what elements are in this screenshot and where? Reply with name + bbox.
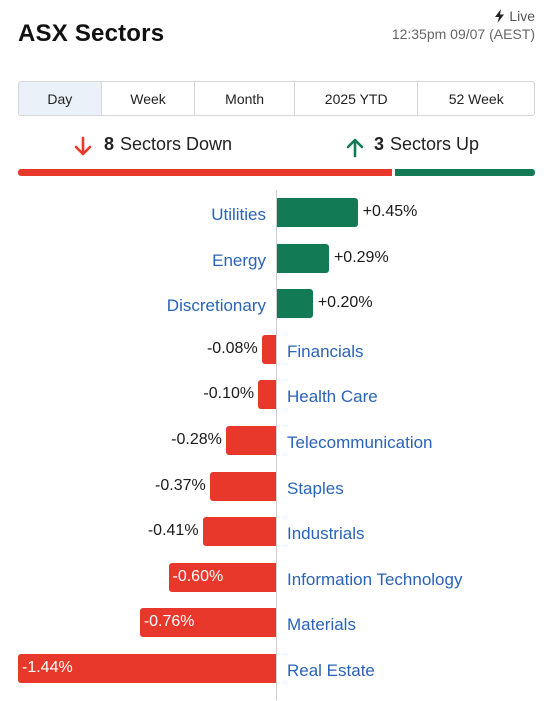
value-label: -0.37% — [155, 476, 206, 494]
timestamp: 12:35pm 09/07 (AEST) — [391, 26, 535, 42]
page-title: ASX Sectors — [18, 20, 165, 47]
value-label: +0.29% — [333, 248, 389, 266]
sectors-down-count: 8 — [104, 134, 115, 154]
bar-industrials[interactable] — [202, 517, 276, 547]
bar-utilities[interactable] — [277, 198, 358, 227]
sectors-down-summary: 8 Sectors Down — [104, 134, 232, 155]
bar-materials[interactable] — [139, 608, 276, 638]
sectors-up-count: 3 — [373, 134, 384, 154]
sector-label[interactable]: Energy — [212, 250, 266, 270]
value-label: -0.10% — [203, 385, 255, 403]
tab-month[interactable]: Month — [195, 82, 295, 115]
value-label: -1.44% — [22, 659, 73, 676]
sectors-up-text: Sectors Up — [389, 134, 479, 154]
sector-bar-chart: +0.45% Utilities +0.29% Energy +0.20% Discret… — [0, 190, 556, 701]
value-label: -0.76% — [143, 613, 195, 631]
sector-summary: 8 Sectors Down 3 Sectors Up — [18, 134, 535, 164]
bar-staples[interactable] — [209, 471, 276, 501]
bar-information-technology[interactable] — [168, 562, 276, 592]
arrow-down-icon — [74, 136, 92, 156]
zero-axis-line — [276, 190, 277, 700]
sectors-up-summary: 3 Sectors Up — [374, 134, 479, 155]
bar-discretionary[interactable] — [277, 289, 313, 319]
lightning-icon — [495, 9, 505, 23]
sector-label[interactable]: Materials — [287, 615, 356, 635]
sectors-down-text: Sectors Down — [120, 134, 233, 154]
tab-2025-ytd[interactable]: 2025 YTD — [295, 82, 419, 115]
sector-label[interactable]: Telecommunication — [287, 433, 433, 452]
bar-financials[interactable] — [261, 334, 276, 364]
sector-label[interactable]: Utilities — [211, 205, 266, 224]
value-label: +0.45% — [362, 203, 418, 220]
value-label: -0.60% — [172, 567, 224, 585]
sector-label[interactable]: Staples — [287, 478, 344, 498]
bar-energy[interactable] — [277, 243, 329, 273]
arrow-up-icon — [346, 138, 364, 158]
ratio-bar-down — [18, 169, 392, 176]
live-indicator: Live — [494, 8, 535, 24]
bar-health-care[interactable] — [258, 380, 276, 410]
bar-real-estate[interactable] — [18, 654, 276, 683]
header: ASX Sectors Live 12:35pm 09/07 (AEST) — [0, 0, 556, 60]
tab-day[interactable]: Day — [19, 82, 102, 115]
up-down-ratio-bar — [18, 169, 535, 176]
sector-label[interactable]: Discretionary — [166, 296, 266, 316]
sector-label[interactable]: Industrials — [287, 524, 365, 544]
ratio-bar-up — [394, 169, 535, 176]
bar-telecommunication[interactable] — [225, 426, 276, 455]
sector-label[interactable]: Information Technology — [287, 569, 463, 589]
live-label: Live — [509, 8, 535, 24]
period-tabs: Day Week Month 2025 YTD 52 Week — [18, 81, 535, 116]
value-label: -0.28% — [171, 431, 222, 448]
tab-52-week[interactable]: 52 Week — [448, 90, 504, 107]
value-label: +0.20% — [317, 294, 373, 312]
value-label: -0.08% — [206, 339, 258, 357]
sector-label[interactable]: Financials — [287, 341, 364, 361]
sector-label[interactable]: Health Care — [287, 387, 378, 407]
value-label: -0.41% — [147, 522, 199, 540]
tab-week[interactable]: Week — [102, 82, 196, 115]
sector-label[interactable]: Real Estate — [287, 661, 375, 680]
